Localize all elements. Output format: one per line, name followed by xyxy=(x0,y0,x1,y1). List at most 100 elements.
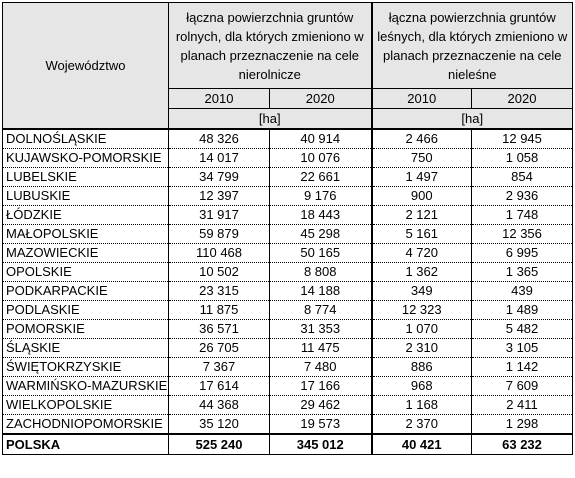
value-cell: 22 661 xyxy=(269,166,372,187)
value-cell: 9 176 xyxy=(269,185,372,206)
value-cell: 12 945 xyxy=(470,127,574,149)
value-cell: 45 298 xyxy=(269,223,372,244)
table-row: KUJAWSKO-POMORSKIE 14 017 10 076 750 1 0… xyxy=(2,147,574,168)
value-cell: 19 573 xyxy=(269,413,372,434)
voivodeship-name: ZACHODNIOPOMORSKIE xyxy=(2,413,169,434)
table-row: OPOLSKIE 10 502 8 808 1 362 1 365 xyxy=(2,261,574,282)
value-cell: 26 705 xyxy=(168,337,270,358)
table-row: PODKARPACKIE 23 315 14 188 349 439 xyxy=(2,280,574,301)
unit-header: [ha] xyxy=(168,108,372,129)
value-cell: 14 017 xyxy=(168,147,270,168)
table-row: ZACHODNIOPOMORSKIE 35 120 19 573 2 370 1… xyxy=(2,413,574,434)
table-row: ŚWIĘTOKRZYSKIE 7 367 7 480 886 1 142 xyxy=(2,356,574,377)
table-row: WARMIŃSKO-MAZURSKIE 17 614 17 166 968 7 … xyxy=(2,375,574,396)
value-cell: 439 xyxy=(470,280,574,301)
value-cell: 2 936 xyxy=(470,185,574,206)
value-cell: 8 808 xyxy=(269,261,372,282)
unit-header: [ha] xyxy=(370,108,574,129)
land-conversion-table: Województwo łączna powierzchnia gruntów … xyxy=(2,2,574,455)
value-cell: 110 468 xyxy=(168,242,270,263)
value-cell: 8 774 xyxy=(269,299,372,320)
total-value: 63 232 xyxy=(470,432,574,455)
year-header: 2010 xyxy=(370,88,472,109)
value-cell: 1 070 xyxy=(370,318,472,339)
voivodeship-name: OPOLSKIE xyxy=(2,261,169,282)
value-cell: 1 362 xyxy=(370,261,472,282)
value-cell: 31 917 xyxy=(168,204,270,225)
value-cell: 1 142 xyxy=(470,356,574,377)
value-cell: 17 614 xyxy=(168,375,270,396)
value-cell: 2 310 xyxy=(370,337,472,358)
total-name: POLSKA xyxy=(2,432,169,455)
value-cell: 36 571 xyxy=(168,318,270,339)
value-cell: 12 323 xyxy=(370,299,472,320)
voivodeship-name: LUBUSKIE xyxy=(2,185,169,206)
value-cell: 349 xyxy=(370,280,472,301)
value-cell: 5 482 xyxy=(470,318,574,339)
voivodeship-name: WIELKOPOLSKIE xyxy=(2,394,169,415)
total-row: POLSKA 525 240 345 012 40 421 63 232 xyxy=(2,432,574,455)
value-cell: 854 xyxy=(470,166,574,187)
value-cell: 10 076 xyxy=(269,147,372,168)
table-row: LUBUSKIE 12 397 9 176 900 2 936 xyxy=(2,185,574,206)
voivodeship-name: DOLNOŚLĄSKIE xyxy=(2,127,169,149)
voivodeship-name: ŚWIĘTOKRZYSKIE xyxy=(2,356,169,377)
voivodeship-name: MAZOWIECKIE xyxy=(2,242,169,263)
value-cell: 12 397 xyxy=(168,185,270,206)
value-cell: 6 995 xyxy=(470,242,574,263)
value-cell: 2 466 xyxy=(370,127,472,149)
voivodeship-name: MAŁOPOLSKIE xyxy=(2,223,169,244)
value-cell: 34 799 xyxy=(168,166,270,187)
value-cell: 1 748 xyxy=(470,204,574,225)
value-cell: 750 xyxy=(370,147,472,168)
value-cell: 2 121 xyxy=(370,204,472,225)
value-cell: 2 411 xyxy=(470,394,574,415)
value-cell: 18 443 xyxy=(269,204,372,225)
value-cell: 1 489 xyxy=(470,299,574,320)
value-cell: 17 166 xyxy=(269,375,372,396)
value-cell: 5 161 xyxy=(370,223,472,244)
table-row: MAZOWIECKIE 110 468 50 165 4 720 6 995 xyxy=(2,242,574,263)
agricultural-land-header: łączna powierzchnia gruntów rolnych, dla… xyxy=(168,2,372,89)
value-cell: 44 368 xyxy=(168,394,270,415)
value-cell: 1 497 xyxy=(370,166,472,187)
table-row: LUBELSKIE 34 799 22 661 1 497 854 xyxy=(2,166,574,187)
total-value: 525 240 xyxy=(168,432,270,455)
value-cell: 7 609 xyxy=(470,375,574,396)
value-cell: 1 298 xyxy=(470,413,574,434)
voivodeship-header: Województwo xyxy=(2,2,169,129)
value-cell: 3 105 xyxy=(470,337,574,358)
value-cell: 7 480 xyxy=(269,356,372,377)
voivodeship-name: PODLASKIE xyxy=(2,299,169,320)
value-cell: 31 353 xyxy=(269,318,372,339)
year-header: 2010 xyxy=(168,88,270,109)
value-cell: 7 367 xyxy=(168,356,270,377)
year-header: 2020 xyxy=(470,88,574,109)
value-cell: 11 475 xyxy=(269,337,372,358)
value-cell: 48 326 xyxy=(168,127,270,149)
table-row: MAŁOPOLSKIE 59 879 45 298 5 161 12 356 xyxy=(2,223,574,244)
value-cell: 886 xyxy=(370,356,472,377)
voivodeship-name: KUJAWSKO-POMORSKIE xyxy=(2,147,169,168)
voivodeship-name: PODKARPACKIE xyxy=(2,280,169,301)
total-value: 40 421 xyxy=(370,432,472,455)
table-row: POMORSKIE 36 571 31 353 1 070 5 482 xyxy=(2,318,574,339)
voivodeship-name: ŚLĄSKIE xyxy=(2,337,169,358)
table-row: PODLASKIE 11 875 8 774 12 323 1 489 xyxy=(2,299,574,320)
voivodeship-name: POMORSKIE xyxy=(2,318,169,339)
value-cell: 35 120 xyxy=(168,413,270,434)
value-cell: 50 165 xyxy=(269,242,372,263)
total-value: 345 012 xyxy=(269,432,372,455)
value-cell: 14 188 xyxy=(269,280,372,301)
value-cell: 1 365 xyxy=(470,261,574,282)
value-cell: 59 879 xyxy=(168,223,270,244)
year-header: 2020 xyxy=(269,88,372,109)
value-cell: 1 168 xyxy=(370,394,472,415)
voivodeship-name: WARMIŃSKO-MAZURSKIE xyxy=(2,375,169,396)
value-cell: 10 502 xyxy=(168,261,270,282)
value-cell: 4 720 xyxy=(370,242,472,263)
table-row: ŚLĄSKIE 26 705 11 475 2 310 3 105 xyxy=(2,337,574,358)
table-row: DOLNOŚLĄSKIE 48 326 40 914 2 466 12 945 xyxy=(2,127,574,149)
value-cell: 29 462 xyxy=(269,394,372,415)
value-cell: 11 875 xyxy=(168,299,270,320)
